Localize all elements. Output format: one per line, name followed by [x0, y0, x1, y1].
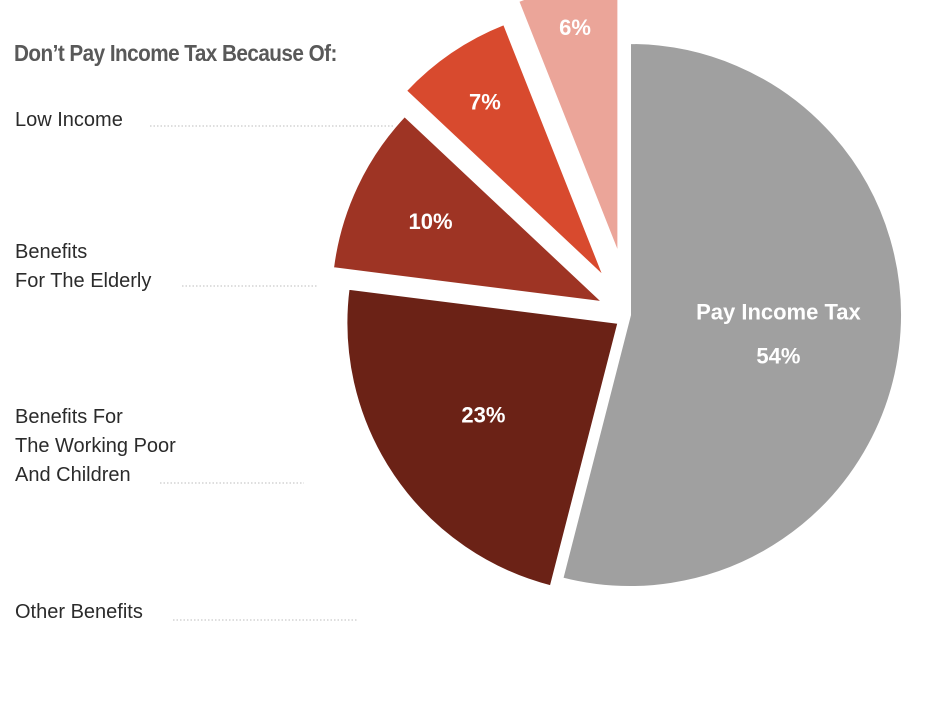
pie-slice — [516, 0, 620, 255]
slice-value-text: 54% — [756, 344, 800, 369]
legend-label-line: For The Elderly — [15, 270, 152, 292]
pie-slice — [331, 114, 606, 304]
legend-label-working-poor: Benefits For The Working Poor And Childr… — [15, 403, 176, 490]
legend-label-line: Other Benefits — [15, 601, 143, 623]
pie-slices — [331, 0, 903, 588]
slice-value-label: Pay Income Tax 54% — [696, 300, 861, 369]
slice-value-label: 10% — [409, 209, 453, 234]
legend-label-line: Benefits — [15, 241, 88, 263]
slice-value-text: 23% — [461, 403, 505, 428]
legend-label-low-income: Low Income — [15, 106, 123, 135]
chart-title: Don’t Pay Income Tax Because Of: — [14, 40, 337, 66]
slice-value-label: 7% — [469, 89, 501, 114]
legend-label-other-benefits: Other Benefits — [15, 598, 143, 627]
legend-label-line: Low Income — [15, 109, 123, 131]
slice-labels: Pay Income Tax 54% 23% 10% 7% 6% — [409, 15, 862, 428]
pie-slice — [561, 41, 903, 588]
legend-label-elderly: Benefits For The Elderly — [15, 238, 151, 296]
pie-slice — [404, 22, 606, 278]
leader-lines — [150, 125, 415, 621]
slice-value-text: 7% — [469, 89, 501, 114]
legend-label-line: The Working Poor — [15, 435, 176, 457]
legend-label-line: Benefits For — [15, 406, 123, 428]
slice-value-label: 6% — [559, 15, 591, 40]
slice-value-text: Pay Income Tax — [696, 300, 861, 325]
pie-slice — [345, 287, 620, 588]
legend-label-line: And Children — [15, 464, 131, 486]
slice-value-label: 23% — [461, 403, 505, 428]
slice-value-text: 10% — [409, 209, 453, 234]
slice-value-text: 6% — [559, 15, 591, 40]
